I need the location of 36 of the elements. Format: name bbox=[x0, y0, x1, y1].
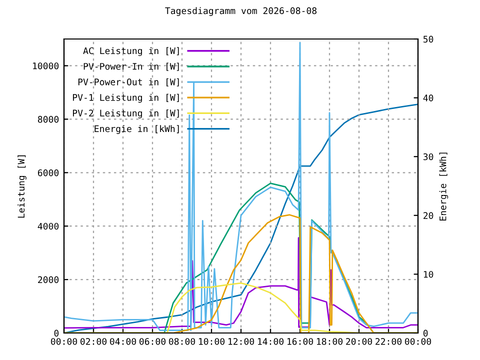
x-tick-label: 14:00 bbox=[258, 338, 284, 345]
y-tick-label: 6000 bbox=[38, 169, 59, 176]
x-tick-label: 10:00 bbox=[198, 338, 225, 345]
x-tick-label: 18:00 bbox=[316, 338, 343, 345]
legend-label: Energie in [kWh] bbox=[94, 125, 179, 134]
line-series bbox=[64, 237, 418, 329]
chart-title: Tagesdiagramm vom 2026-08-08 bbox=[165, 7, 317, 16]
y2-tick-label: 10 bbox=[424, 270, 434, 278]
y-tick-label: 4000 bbox=[38, 222, 59, 230]
y-tick-label: 0 bbox=[54, 330, 59, 337]
x-tick-label: 16:00 bbox=[287, 338, 314, 345]
y-axis-title: Leistung [W] bbox=[18, 155, 26, 218]
y2-axis-title: Energie [kWh] bbox=[439, 152, 448, 220]
y-tick-label: 2000 bbox=[38, 276, 59, 284]
y-tick-label: 8000 bbox=[38, 116, 59, 123]
legend-label: PV-Power-In in [W] bbox=[84, 62, 179, 71]
y2-tick-label: 50 bbox=[423, 36, 434, 43]
legend-label: AC Leistung in [W] bbox=[83, 47, 179, 56]
x-tick-label: 00:00 bbox=[405, 338, 432, 345]
y2-tick-label: 30 bbox=[423, 153, 434, 160]
x-tick-label: 06:00 bbox=[140, 338, 166, 345]
x-tick-label: 04:00 bbox=[110, 338, 136, 345]
y-tick-label: 10000 bbox=[33, 62, 59, 70]
x-tick-label: 22:00 bbox=[376, 338, 402, 345]
legend-label: PV-1 Leistung in [W] bbox=[72, 94, 179, 103]
x-tick-label: 00:00 bbox=[51, 338, 78, 345]
legend-label: PV-2 Leistung in [W] bbox=[72, 110, 179, 118]
line-series bbox=[64, 42, 418, 332]
x-tick-label: 12:00 bbox=[228, 338, 254, 345]
x-tick-label: 20:00 bbox=[346, 338, 372, 345]
x-tick-label: 08:00 bbox=[169, 338, 196, 345]
y2-tick-label: 20 bbox=[424, 212, 434, 219]
legend-label: PV-Power-Out in [W] bbox=[78, 78, 179, 86]
y2-tick-label: 40 bbox=[423, 94, 434, 102]
y2-tick-label: 0 bbox=[423, 330, 428, 337]
x-tick-label: 02:00 bbox=[80, 338, 107, 345]
